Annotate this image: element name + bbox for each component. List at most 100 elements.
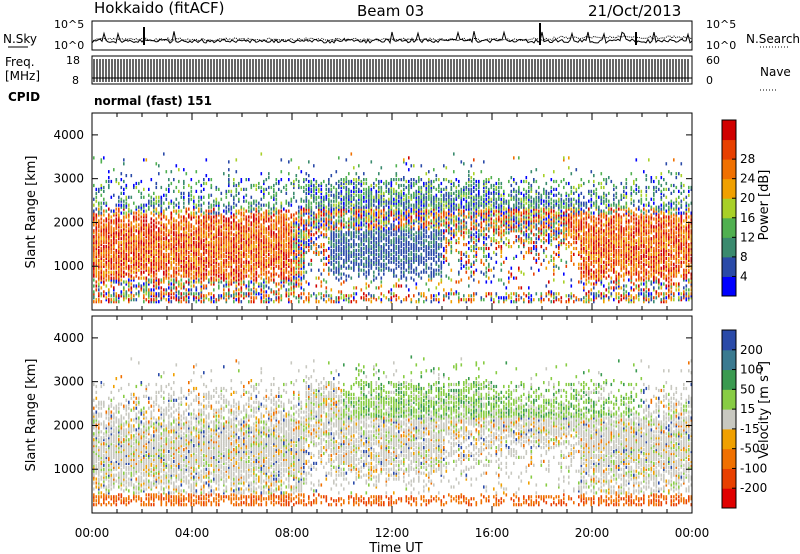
data-point	[250, 268, 253, 272]
data-point	[310, 195, 313, 199]
data-point	[175, 239, 178, 243]
data-point	[93, 223, 95, 227]
data-point	[103, 245, 105, 249]
data-point	[263, 278, 265, 282]
data-point	[253, 262, 255, 266]
data-point	[353, 185, 355, 190]
data-point	[308, 191, 310, 195]
data-point	[315, 225, 318, 229]
data-point	[198, 296, 200, 300]
data-point	[113, 227, 115, 231]
data-point	[275, 264, 278, 268]
data-point	[193, 231, 195, 235]
data-point	[253, 290, 255, 294]
data-point	[360, 296, 363, 300]
data-point	[303, 235, 305, 239]
data-point	[165, 243, 168, 247]
data-point	[285, 201, 288, 205]
data-point	[233, 237, 235, 241]
data-point	[265, 264, 268, 268]
data-point	[300, 199, 303, 203]
data-point	[145, 223, 148, 227]
data-point	[260, 152, 263, 156]
data-point	[363, 172, 365, 176]
data-point	[295, 199, 298, 203]
data-point	[398, 260, 400, 264]
data-point	[248, 215, 250, 219]
data-point	[333, 225, 335, 229]
data-point	[108, 274, 110, 278]
data-point	[158, 215, 160, 219]
data-point	[275, 178, 278, 182]
data-point	[338, 262, 340, 266]
data-point	[210, 266, 213, 270]
data-point	[220, 252, 223, 256]
data-point	[410, 250, 413, 255]
data-point	[143, 215, 145, 219]
data-point	[95, 256, 98, 260]
data-point	[178, 258, 180, 262]
data-point	[200, 239, 203, 243]
data-point	[100, 207, 103, 211]
data-point	[180, 219, 183, 223]
data-point	[210, 246, 213, 251]
data-point	[278, 237, 280, 241]
data-point	[330, 243, 333, 247]
data-point	[300, 243, 303, 247]
data-point	[143, 284, 145, 288]
data-point	[283, 215, 285, 219]
data-point	[140, 246, 143, 251]
data-point	[348, 274, 350, 278]
data-point	[98, 300, 100, 304]
data-point	[255, 252, 258, 256]
data-point	[325, 219, 328, 223]
data-point	[210, 245, 213, 249]
data-point	[233, 272, 235, 276]
data-point	[203, 298, 205, 302]
data-point	[325, 227, 328, 231]
data-point	[225, 209, 228, 213]
data-point	[165, 187, 168, 191]
data-point	[265, 229, 268, 233]
data-point	[140, 179, 143, 184]
data-point	[208, 256, 210, 260]
data-point	[338, 156, 340, 160]
data-point	[303, 241, 305, 245]
data-point	[408, 252, 410, 256]
data-point	[128, 258, 130, 262]
data-point	[183, 241, 185, 245]
data-point	[225, 292, 228, 296]
data-point	[233, 300, 235, 304]
data-point	[130, 235, 133, 239]
data-point	[175, 241, 178, 245]
data-point	[410, 243, 413, 247]
data-point	[265, 178, 268, 182]
data-point	[393, 217, 395, 221]
data-point	[400, 248, 403, 253]
data-point	[275, 219, 278, 223]
data-point	[173, 256, 175, 260]
data-point	[208, 223, 210, 227]
data-point	[123, 179, 125, 184]
data-point	[410, 203, 413, 207]
data-point	[185, 288, 188, 292]
data-point	[288, 278, 290, 282]
data-point	[368, 223, 370, 227]
data-point	[223, 296, 225, 300]
data-point	[318, 215, 320, 219]
data-point	[145, 250, 148, 255]
data-point	[380, 268, 383, 272]
data-point	[373, 229, 375, 233]
data-point	[235, 284, 238, 288]
data-point	[198, 245, 200, 249]
data-point	[233, 227, 235, 231]
data-point	[98, 203, 100, 207]
data-point	[345, 250, 348, 255]
data-point	[218, 286, 220, 290]
data-point	[305, 233, 308, 237]
data-point	[400, 209, 403, 213]
data-point	[113, 288, 115, 292]
data-point	[148, 266, 150, 270]
data-point	[115, 179, 118, 184]
data-point	[100, 221, 103, 225]
